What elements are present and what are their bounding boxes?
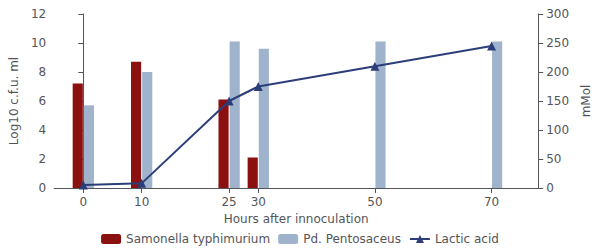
svg-text:25: 25 (221, 195, 236, 209)
svg-text:2: 2 (39, 152, 47, 166)
svg-text:10: 10 (31, 36, 46, 50)
svg-text:Samonella typhimurium: Samonella typhimurium (126, 232, 270, 246)
svg-text:300: 300 (546, 7, 569, 21)
svg-text:8: 8 (39, 65, 47, 79)
svg-text:Log10 c.f.u. ml: Log10 c.f.u. ml (7, 57, 21, 145)
svg-text:100: 100 (546, 123, 569, 137)
svg-text:200: 200 (546, 65, 569, 79)
svg-text:70: 70 (484, 195, 499, 209)
svg-text:Pd. Pentosaceus: Pd. Pentosaceus (303, 232, 401, 246)
svg-text:0: 0 (546, 181, 554, 195)
svg-text:Hours after innoculation: Hours after innoculation (224, 212, 369, 226)
svg-text:mMol: mMol (579, 85, 593, 118)
svg-text:30: 30 (251, 195, 266, 209)
svg-text:0: 0 (39, 181, 47, 195)
svg-text:50: 50 (367, 195, 382, 209)
svg-text:Lactic acid: Lactic acid (435, 232, 499, 246)
svg-text:50: 50 (546, 152, 561, 166)
svg-text:150: 150 (546, 94, 569, 108)
svg-text:10: 10 (134, 195, 149, 209)
svg-text:250: 250 (546, 36, 569, 50)
svg-text:0: 0 (80, 195, 88, 209)
svg-text:4: 4 (39, 123, 47, 137)
svg-text:6: 6 (39, 94, 47, 108)
svg-text:12: 12 (31, 7, 46, 21)
